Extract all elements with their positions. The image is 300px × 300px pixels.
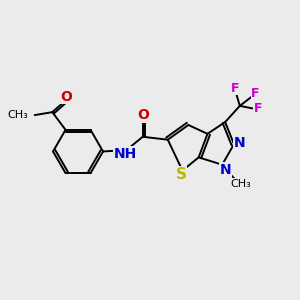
Text: CH₃: CH₃ <box>230 178 251 188</box>
Text: N: N <box>233 136 245 150</box>
Text: CH₃: CH₃ <box>8 110 28 120</box>
Text: S: S <box>176 167 187 182</box>
Text: O: O <box>60 90 72 104</box>
Text: O: O <box>137 108 149 122</box>
Text: N: N <box>219 163 231 177</box>
Text: F: F <box>254 102 262 115</box>
Text: NH: NH <box>113 146 137 161</box>
Text: F: F <box>231 82 240 95</box>
Text: F: F <box>251 87 260 100</box>
